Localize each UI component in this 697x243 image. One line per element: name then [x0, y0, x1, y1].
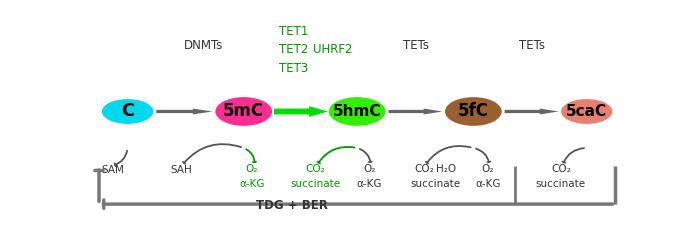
Ellipse shape	[215, 97, 272, 126]
Text: α-KG: α-KG	[475, 179, 500, 189]
Text: 5caC: 5caC	[566, 104, 607, 119]
Text: C: C	[121, 103, 135, 121]
Text: succinate: succinate	[290, 179, 340, 189]
Ellipse shape	[561, 99, 613, 124]
Text: TET1: TET1	[279, 25, 309, 37]
Text: TETs: TETs	[403, 40, 429, 52]
Ellipse shape	[329, 97, 385, 126]
Text: α-KG: α-KG	[239, 179, 265, 189]
Text: TDG + BER: TDG + BER	[256, 200, 328, 212]
FancyArrow shape	[388, 109, 443, 114]
Text: CO₂: CO₂	[305, 164, 325, 174]
Text: TET2: TET2	[279, 43, 309, 56]
Text: CO₂: CO₂	[414, 164, 434, 174]
Text: O₂: O₂	[482, 164, 494, 174]
FancyArrow shape	[505, 109, 559, 114]
Text: O₂: O₂	[245, 164, 258, 174]
Text: SAH: SAH	[171, 165, 192, 175]
Text: α-KG: α-KG	[356, 179, 382, 189]
Ellipse shape	[102, 99, 153, 124]
Text: DNMTs: DNMTs	[183, 40, 223, 52]
Text: TETs: TETs	[519, 40, 544, 52]
Text: H₂O: H₂O	[436, 164, 457, 174]
Ellipse shape	[445, 97, 502, 126]
Text: succinate: succinate	[411, 179, 461, 189]
Text: succinate: succinate	[536, 179, 586, 189]
Text: 5fC: 5fC	[458, 103, 489, 121]
Text: O₂: O₂	[363, 164, 375, 174]
FancyArrow shape	[274, 106, 328, 117]
Text: SAM: SAM	[102, 165, 125, 175]
Text: UHRF2: UHRF2	[313, 43, 353, 56]
Text: TET3: TET3	[279, 62, 309, 75]
FancyArrow shape	[156, 109, 213, 114]
Text: 5mC: 5mC	[223, 103, 264, 121]
Text: CO₂: CO₂	[551, 164, 571, 174]
Text: 5hmC: 5hmC	[333, 104, 381, 119]
